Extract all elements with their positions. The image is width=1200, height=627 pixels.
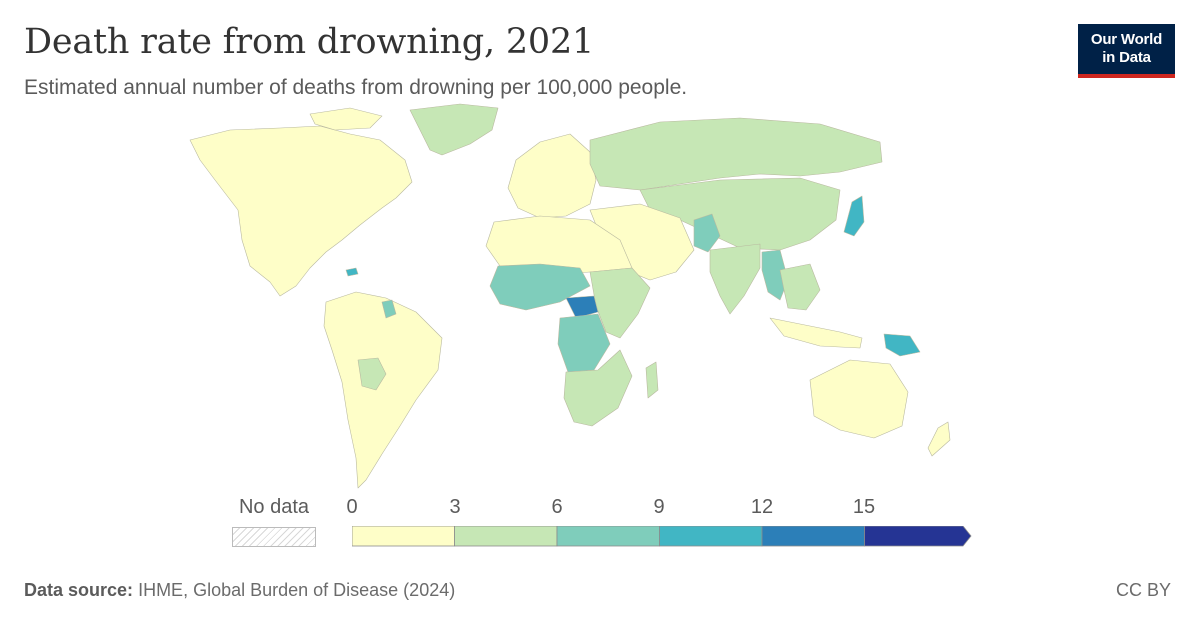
region-new-zealand	[927, 421, 951, 457]
region-africa-west	[489, 263, 591, 311]
legend-bin-2[interactable]	[556, 526, 660, 547]
region-guyana	[381, 299, 397, 319]
region-europe	[507, 133, 597, 219]
legend-tick-0: 0	[346, 496, 358, 518]
region-russia	[589, 117, 883, 191]
region-haiti	[345, 267, 359, 277]
legend-tick-15: 15	[852, 496, 876, 518]
region-india	[709, 243, 761, 315]
region-greenland	[409, 103, 499, 156]
license-link[interactable]: CC BY	[1115, 580, 1171, 600]
legend-tick-9: 9	[653, 496, 665, 518]
region-africa-south	[563, 349, 633, 427]
legend-tick-3: 3	[449, 496, 461, 518]
region-papua-new-guinea	[883, 333, 921, 357]
region-bolivia	[357, 357, 387, 391]
world-map	[189, 103, 951, 489]
legend-bin-1[interactable]	[454, 526, 558, 547]
legend-bin-4[interactable]	[761, 526, 865, 547]
legend-no-data-swatch	[232, 527, 316, 547]
logo-line-1: Our World	[1090, 31, 1163, 48]
legend-tick-6: 6	[551, 496, 563, 518]
region-south-america	[323, 291, 443, 489]
data-source-label: Data source:	[24, 580, 134, 600]
logo-line-2: in Data	[1102, 49, 1151, 66]
legend-color-scale	[352, 526, 972, 547]
data-source: Data source: IHME, Global Burden of Dise…	[24, 580, 455, 601]
region-indonesia	[769, 317, 863, 349]
data-source-text: IHME, Global Burden of Disease (2024)	[138, 580, 456, 600]
region-myanmar	[761, 249, 789, 301]
legend-bin-0[interactable]	[352, 526, 455, 547]
region-north-america	[189, 125, 413, 297]
region-arctic-islands	[309, 107, 383, 131]
region-central-african-republic	[565, 295, 599, 319]
region-southeast-asia	[779, 263, 821, 311]
legend-no-data-label: No data	[238, 496, 310, 518]
owid-logo[interactable]: Our World in Data	[1078, 24, 1175, 78]
region-madagascar	[645, 361, 659, 399]
chart-title: Death rate from drowning, 2021	[24, 22, 595, 62]
region-pakistan	[693, 213, 721, 253]
legend-bin-5[interactable]	[864, 526, 972, 547]
legend-bin-3[interactable]	[659, 526, 763, 547]
chart-subtitle: Estimated annual number of deaths from d…	[24, 76, 688, 99]
region-australia	[809, 359, 909, 439]
legend-tick-12: 12	[750, 496, 774, 518]
region-japan	[843, 195, 865, 237]
